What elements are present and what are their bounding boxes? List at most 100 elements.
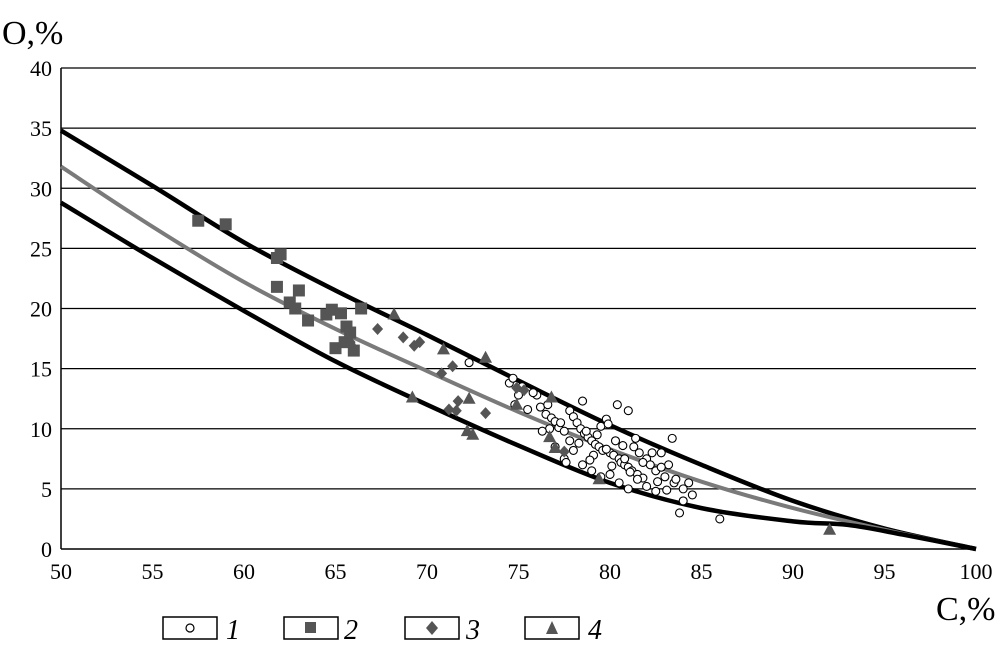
series-2-point (292, 284, 305, 297)
series-1-point (559, 426, 569, 436)
series-1-point (614, 478, 624, 488)
y-tick-label: 25 (30, 236, 52, 261)
x-tick-label: 60 (233, 559, 255, 584)
series-1-point (612, 400, 622, 410)
legend-item-1: 1 (162, 615, 240, 646)
series-1-point (556, 418, 566, 428)
series-3-point (414, 336, 426, 349)
series-1-point (647, 448, 657, 458)
x-tick-label: 70 (416, 559, 438, 584)
series-3-point (558, 445, 570, 458)
series-4-point (466, 427, 480, 440)
series-2-point (355, 302, 368, 315)
y-axis-label: O,% (2, 15, 63, 52)
series-1-point (528, 388, 538, 398)
legend-marker-filled-diamond (426, 621, 438, 635)
legend-item-3: 3 (404, 615, 480, 646)
series-4-point (592, 472, 606, 485)
series-4-point (387, 307, 401, 320)
series-1-point (607, 461, 617, 471)
series-4-point (543, 430, 557, 443)
series-4-point (479, 350, 493, 363)
series-3-point (443, 403, 455, 416)
series-4-point (462, 391, 476, 404)
x-tick-label: 95 (874, 559, 896, 584)
series-1-point (601, 444, 611, 454)
legend-marker-filled-square (305, 622, 316, 633)
x-tick-label: 50 (50, 559, 72, 584)
series-2-point (219, 218, 232, 231)
x-tick-label: 80 (599, 559, 621, 584)
average-line (59, 164, 977, 551)
series-4-point (544, 390, 558, 403)
series-1-point (687, 490, 697, 500)
y-tick-label: 35 (30, 116, 52, 141)
series-1-point (605, 469, 615, 479)
series-1-point (577, 396, 588, 406)
series-1-point (565, 436, 575, 446)
series-3-point (397, 331, 409, 344)
series-1-point (678, 496, 688, 506)
y-tick-label: 5 (41, 477, 52, 502)
series-3-point (450, 404, 462, 417)
y-tick-label: 30 (30, 176, 52, 201)
series-2-point (270, 280, 283, 293)
x-tick-label: 85 (691, 559, 713, 584)
series-3-point (372, 322, 384, 335)
y-tick-label: 0 (41, 537, 52, 562)
series-2-point (302, 314, 315, 327)
series-1-point (585, 455, 595, 465)
series-2-point (192, 214, 205, 227)
series-1-point (508, 373, 518, 383)
series-2-point (325, 303, 338, 316)
series-1-point (671, 474, 681, 484)
legend-item-4: 4 (524, 615, 602, 646)
series-1-point (656, 448, 666, 458)
series-1-point (623, 406, 633, 416)
data-points (192, 214, 837, 535)
series-1-point (653, 477, 663, 487)
axes-layer (60, 68, 976, 550)
series-1-point (561, 457, 571, 467)
legend-label-1: 1 (226, 615, 240, 646)
series-1-point (577, 460, 588, 470)
series-1-point (662, 485, 672, 495)
legend: 1 2 3 4 (162, 615, 602, 646)
series-1-point (574, 438, 584, 448)
series-4-point (405, 390, 419, 403)
series-4-point (436, 342, 450, 355)
series-1-point (631, 433, 641, 443)
series-2-point (329, 342, 342, 355)
y-tick-label: 10 (30, 417, 52, 442)
series-3-point (447, 360, 459, 373)
series-1-point (568, 445, 578, 455)
series-2-point (347, 344, 360, 357)
series-1-point (464, 358, 474, 368)
grid-layer (61, 67, 976, 490)
series-1-point (656, 462, 666, 472)
series-1-point (660, 472, 670, 482)
series-2-point (344, 326, 357, 339)
series-3-point (518, 384, 530, 397)
series-3-point (452, 395, 464, 408)
series-1-point (651, 486, 661, 496)
x-tick-label: 55 (142, 559, 164, 584)
series-1-point (523, 404, 533, 415)
series-1-point (623, 484, 633, 494)
x-tick-label: 90 (782, 559, 804, 584)
legend-label-4: 4 (588, 615, 602, 646)
series-1-point (667, 433, 677, 443)
series-2-point (289, 302, 302, 315)
series-1-point (581, 426, 591, 436)
series-2-point (334, 307, 347, 320)
series-1-point (629, 442, 639, 452)
series-1-point (674, 508, 685, 518)
series-1-point (592, 430, 602, 440)
series-1-point (678, 484, 688, 494)
series-1-point (642, 481, 652, 492)
series-4-point (548, 440, 562, 453)
series-1-point (610, 436, 621, 446)
legend-item-2: 2 (283, 615, 358, 646)
y-tick-label: 15 (30, 357, 52, 382)
